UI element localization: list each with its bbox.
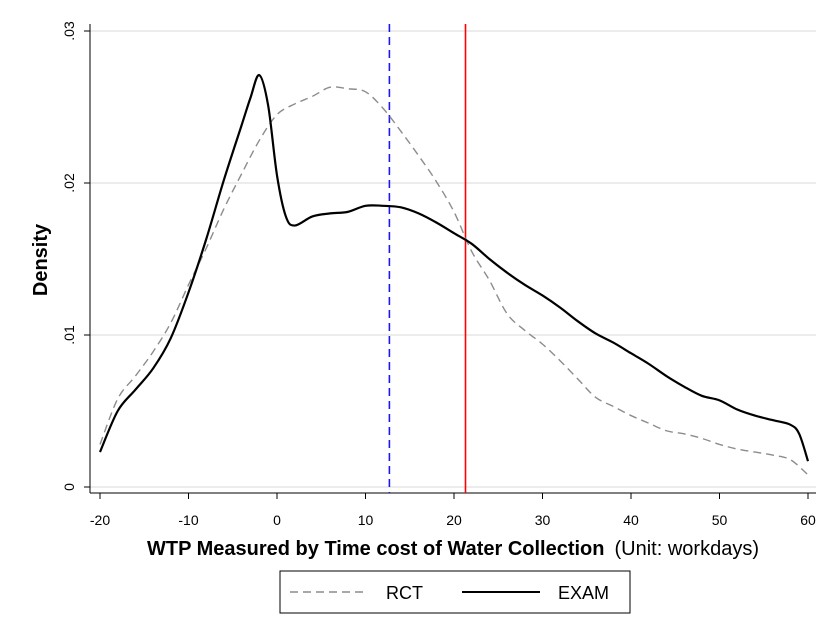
x-ticks: -20 -10 0 10 20 30 40 50 60 bbox=[90, 493, 816, 528]
y-ticks: 0 .01 .02 .03 bbox=[61, 21, 90, 491]
x-tick-label: 0 bbox=[273, 512, 281, 528]
x-axis-title-main: WTP Measured by Time cost of Water Colle… bbox=[147, 538, 605, 560]
x-tick-label: 10 bbox=[358, 512, 374, 528]
x-tick-label: 20 bbox=[446, 512, 462, 528]
grid-lines bbox=[90, 30, 816, 488]
x-axis-title: WTP Measured by Time cost of Water Colle… bbox=[147, 538, 759, 560]
y-tick-label: 0 bbox=[61, 483, 77, 491]
y-axis-title: Density bbox=[30, 223, 52, 296]
y-tick-label: .03 bbox=[61, 21, 77, 41]
x-tick-label: 40 bbox=[623, 512, 639, 528]
y-tick-label: .02 bbox=[61, 173, 77, 193]
series-lines bbox=[98, 73, 810, 476]
x-tick-label: 30 bbox=[535, 512, 551, 528]
x-tick-label: 50 bbox=[712, 512, 728, 528]
series-line-exam bbox=[98, 73, 810, 462]
x-axis-title-unit: (Unit: workdays) bbox=[615, 538, 759, 560]
reference-lines bbox=[388, 24, 467, 493]
x-tick-label: -20 bbox=[90, 512, 110, 528]
legend: RCT EXAM bbox=[279, 570, 631, 614]
x-tick-label: -10 bbox=[178, 512, 198, 528]
legend-label-rct: RCT bbox=[386, 583, 423, 603]
legend-box bbox=[279, 570, 631, 614]
legend-label-exam: EXAM bbox=[558, 583, 609, 603]
y-tick-label: .01 bbox=[61, 325, 77, 345]
x-tick-label: 60 bbox=[800, 512, 816, 528]
